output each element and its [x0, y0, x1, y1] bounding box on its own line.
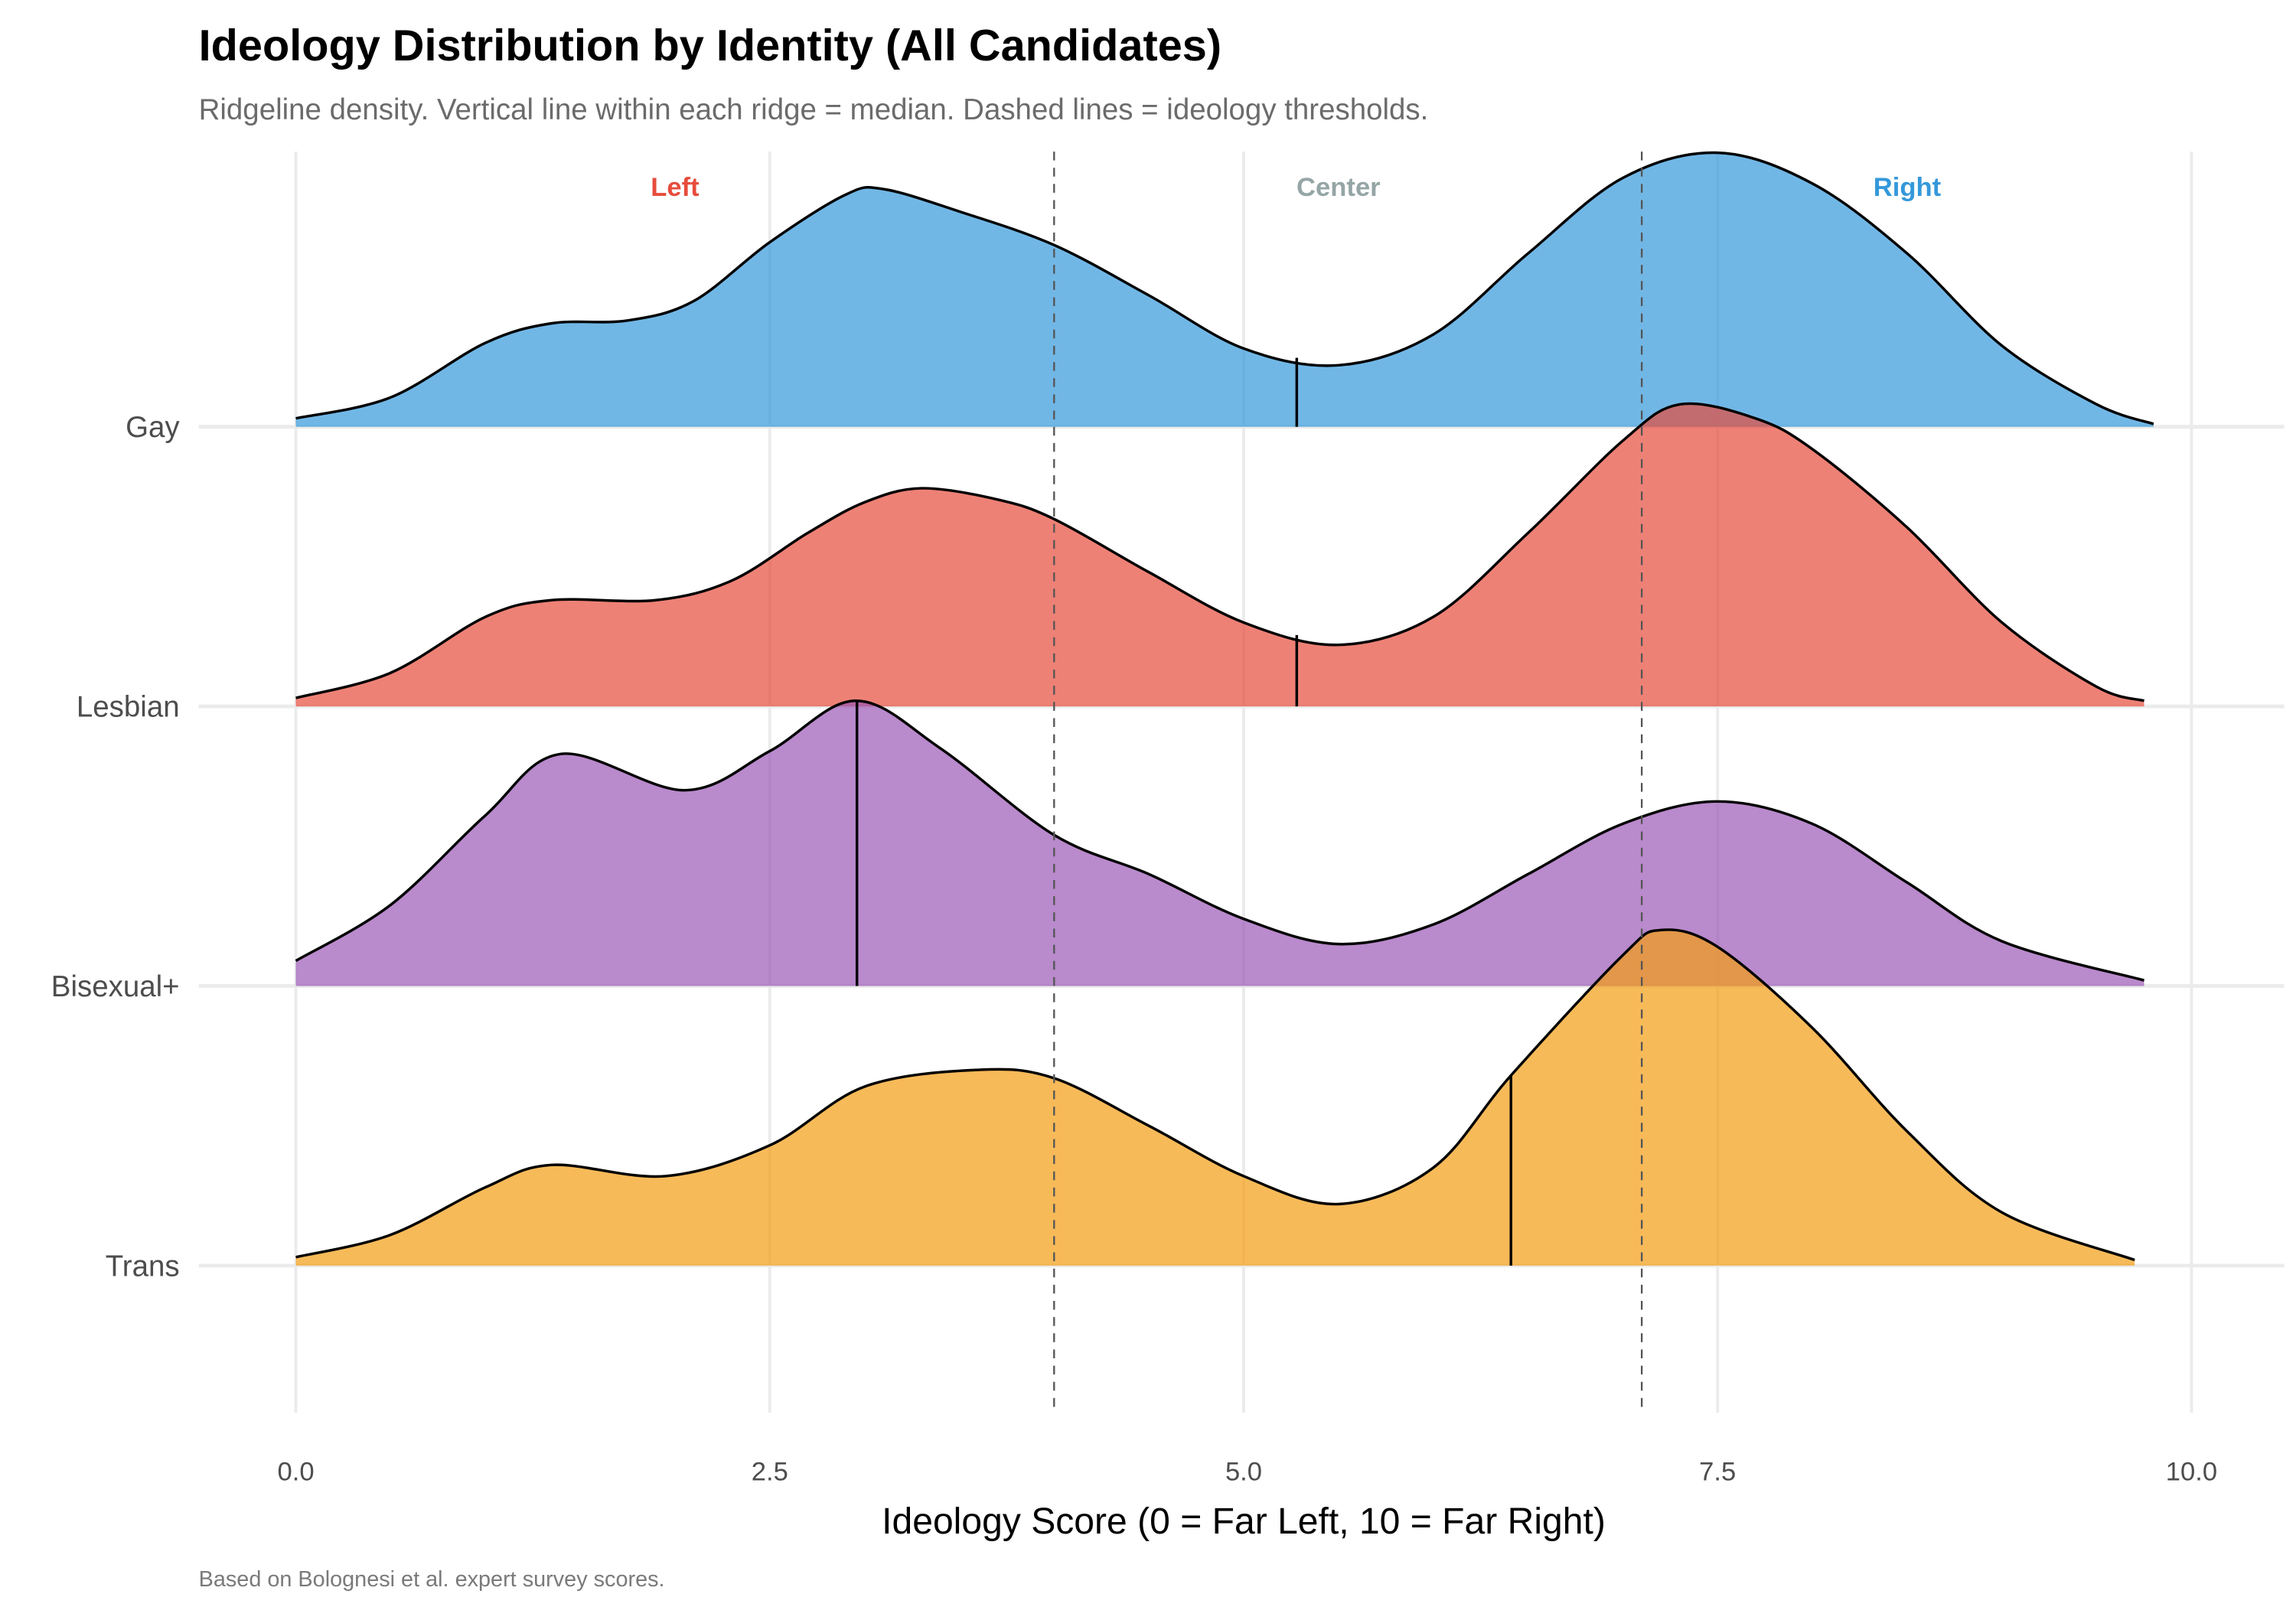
- ridge-area: [295, 929, 2135, 1266]
- zone-label-right: Right: [1874, 173, 1942, 202]
- y-label-gay: Gay: [126, 411, 180, 444]
- ridge-area: [295, 403, 2144, 707]
- caption: Based on Bolognesi et al. expert survey …: [199, 1567, 665, 1592]
- ridge-lesbian: [295, 402, 2145, 707]
- y-label-trans: Trans: [106, 1250, 180, 1283]
- y-label-bisexual: Bisexual+: [51, 970, 180, 1003]
- ridge-outline: [295, 928, 2135, 1262]
- x-tick-label: 10.0: [2166, 1458, 2217, 1487]
- ridge-area: [295, 152, 2154, 427]
- x-axis-ticks: 0.0 2.5 5.0 7.5 10.0: [277, 1458, 2217, 1487]
- chart-title: Ideology Distribution by Identity (All C…: [199, 21, 1221, 70]
- ridge-gay: [295, 151, 2154, 427]
- x-tick-label: 2.5: [752, 1458, 788, 1487]
- x-axis-title: Ideology Score (0 = Far Left, 10 = Far R…: [882, 1501, 1606, 1542]
- x-tick-label: 7.5: [1699, 1458, 1736, 1487]
- ridge-outline: [295, 151, 2154, 425]
- chart-subtitle: Ridgeline density. Vertical line within …: [199, 93, 1429, 126]
- ridge-bisexual: [295, 699, 2144, 986]
- ridge-trans: [295, 928, 2135, 1266]
- x-tick-label: 5.0: [1225, 1458, 1262, 1487]
- y-label-lesbian: Lesbian: [77, 691, 180, 724]
- ridge-area: [295, 700, 2144, 986]
- x-tick-label: 0.0: [277, 1458, 314, 1487]
- zone-labels: Left Center Right: [651, 173, 1941, 202]
- zone-label-left: Left: [651, 173, 700, 202]
- y-axis-labels: Gay Lesbian Bisexual+ Trans: [51, 411, 181, 1283]
- zone-label-center: Center: [1296, 173, 1381, 202]
- ridges: [295, 151, 2154, 1266]
- ridge-outline: [295, 402, 2145, 702]
- ridge-outline: [295, 699, 2144, 982]
